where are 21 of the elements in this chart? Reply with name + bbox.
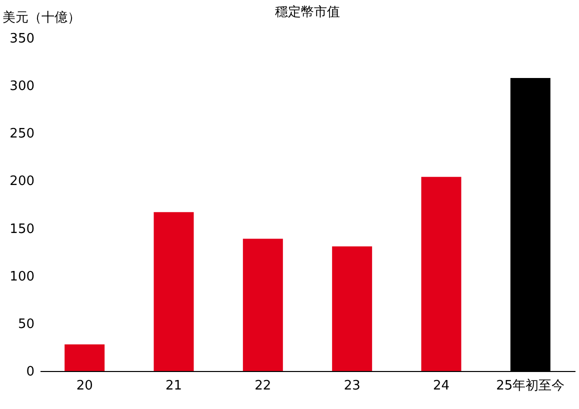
- chart-title: 穩定幣市值: [275, 5, 340, 20]
- bar: [421, 176, 462, 371]
- bar: [332, 246, 372, 371]
- x-tick-label: 21: [165, 378, 182, 394]
- x-tick-label: 20: [76, 378, 93, 394]
- y-tick-label: 250: [10, 126, 34, 142]
- y-tick-label: 100: [10, 269, 34, 284]
- bar: [154, 212, 194, 371]
- x-tick-label: 22: [254, 378, 272, 394]
- y-tick-label: 200: [10, 174, 34, 190]
- y-tick-label: 150: [10, 222, 34, 237]
- x-tick-label: 24: [432, 378, 450, 394]
- y-tick-label: 300: [10, 79, 34, 94]
- y-tick-label: 50: [18, 316, 34, 332]
- y-tick-label: 0: [26, 364, 34, 380]
- bar: [64, 344, 105, 371]
- x-tick-label: 23: [344, 378, 360, 394]
- x-tick-label: 25年初至今: [496, 378, 565, 394]
- y-axis-title: 美元（十億）: [2, 10, 80, 26]
- bar: [242, 238, 283, 371]
- y-tick-label: 350: [10, 32, 34, 46]
